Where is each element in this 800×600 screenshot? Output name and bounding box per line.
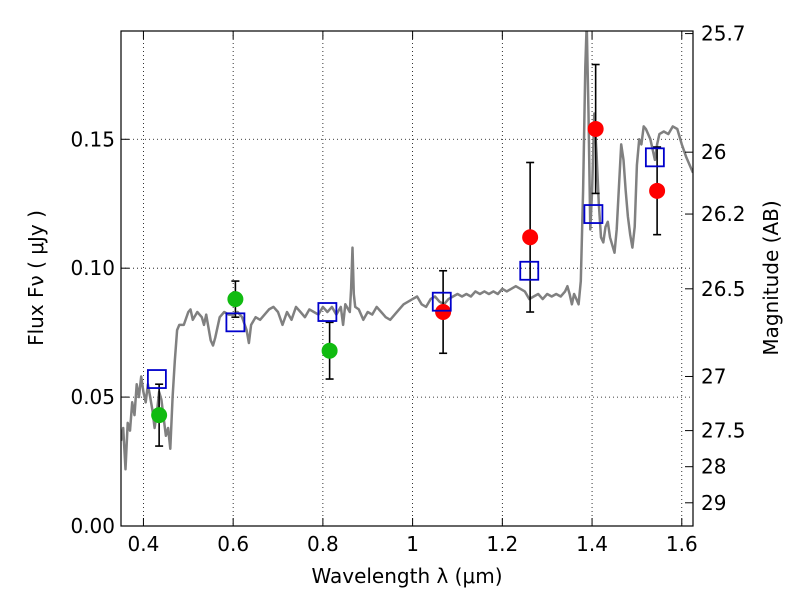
y2-tick-label: 27.5	[701, 419, 746, 443]
plot-frame	[120, 30, 694, 527]
model-point	[519, 260, 540, 281]
x-axis-label: Wavelength λ (μm)	[311, 564, 502, 588]
y2-tick-label: 25.7	[701, 22, 746, 46]
y2-tick-label: 29	[701, 491, 726, 515]
data-point	[151, 407, 168, 424]
y-tick-label: 0.00	[70, 514, 115, 538]
marker-layer	[146, 120, 666, 424]
ticks-layer: 0.4 0.6 0.8 1 1.2 1.4 1.6 0.00 0.05 0.10 0.15 25.7 2…	[70, 22, 745, 556]
y-tick-label: 0.10	[70, 256, 115, 280]
model-point	[146, 369, 167, 389]
y-tick-label: 0.15	[70, 127, 115, 151]
x-tick-label: 1	[406, 532, 419, 556]
spectrum-layer	[121, 31, 693, 471]
data-point	[435, 304, 452, 321]
y2-tick-label: 26	[701, 140, 726, 164]
model-point	[583, 204, 604, 224]
data-point	[587, 120, 604, 137]
x-tick-label: 1.2	[486, 532, 518, 556]
model-point	[317, 302, 338, 322]
y2-tick-label: 26.5	[701, 277, 746, 301]
y-tick-label: 0.05	[70, 385, 115, 409]
x-tick-label: 0.8	[307, 532, 339, 556]
grid	[121, 31, 693, 527]
y2-tick-label: 28	[701, 455, 726, 479]
x-tick-label: 0.4	[128, 532, 160, 556]
data-point	[227, 291, 244, 308]
x-tick-label: 1.4	[576, 532, 608, 556]
y2-tick-label: 26.2	[701, 202, 746, 226]
data-point	[649, 182, 666, 199]
y2-axis-label: Magnitude (AB)	[759, 200, 783, 355]
model-point	[225, 312, 246, 333]
spectrum-line	[121, 31, 693, 471]
y-axis-label: Flux Fν ( μJy )	[24, 210, 48, 346]
x-tick-label: 0.6	[217, 532, 249, 556]
data-point	[522, 229, 539, 246]
data-point	[321, 342, 338, 359]
model-point	[431, 291, 452, 312]
x-tick-label: 1.6	[666, 532, 698, 556]
y2-tick-label: 27	[701, 364, 726, 388]
model-point	[644, 147, 665, 168]
